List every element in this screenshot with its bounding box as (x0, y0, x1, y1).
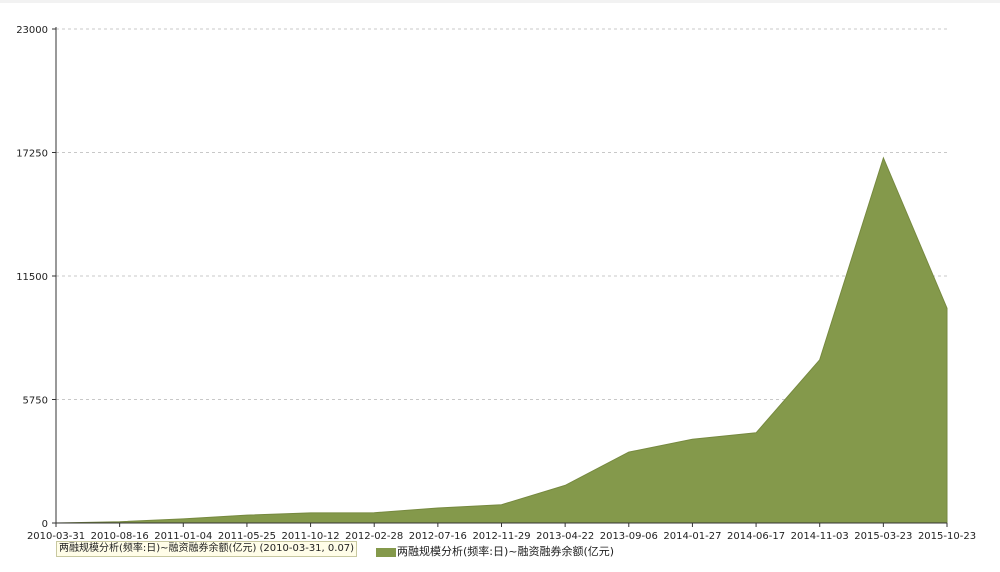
x-tick-label: 2012-07-16 (409, 531, 467, 542)
x-tick-label: 2011-01-04 (154, 531, 212, 542)
x-tick-label: 2012-02-28 (345, 531, 403, 542)
y-tick-label: 5750 (23, 396, 48, 407)
x-tick-label: 2015-03-23 (854, 531, 912, 542)
y-tick-label: 0 (42, 519, 48, 530)
y-axis-ticks: 0 5750 11500 17250 23000 (16, 25, 48, 530)
x-tick-label: 2014-06-17 (727, 531, 785, 542)
series-area (55, 156, 948, 524)
x-tick-label: 2013-09-06 (600, 531, 658, 542)
x-tick-label: 2015-10-23 (918, 531, 976, 542)
x-tick-label: 2010-08-16 (91, 531, 149, 542)
x-tick-label: 2010-03-31 (27, 531, 85, 542)
y-tick-label: 11500 (16, 272, 48, 283)
top-border (0, 0, 1000, 3)
x-axis-ticks: 2010-03-31 2010-08-16 2011-01-04 2011-05-25… (27, 523, 976, 542)
x-tick-label: 2012-11-29 (472, 531, 530, 542)
y-tick-label: 23000 (16, 25, 48, 36)
x-tick-label: 2011-10-12 (282, 531, 340, 542)
x-tick-label: 2011-05-25 (218, 531, 276, 542)
series-area-layer (55, 156, 948, 524)
x-tick-label: 2013-04-22 (536, 531, 594, 542)
legend-label: 两融规模分析(频率:日)~融资融券余额(亿元) (397, 545, 615, 558)
chart-legend[interactable]: 两融规模分析(频率:日)~融资融券余额(亿元) (376, 545, 614, 559)
x-tick-label: 2014-11-03 (791, 531, 849, 542)
x-tick-label: 2014-01-27 (663, 531, 721, 542)
data-tooltip: 两融规模分析(频率:日)~融资融券余额(亿元) (2010-03-31, 0.0… (56, 541, 358, 557)
grid-lines (56, 28, 947, 400)
legend-swatch (376, 547, 396, 557)
y-tick-label: 17250 (16, 149, 48, 160)
